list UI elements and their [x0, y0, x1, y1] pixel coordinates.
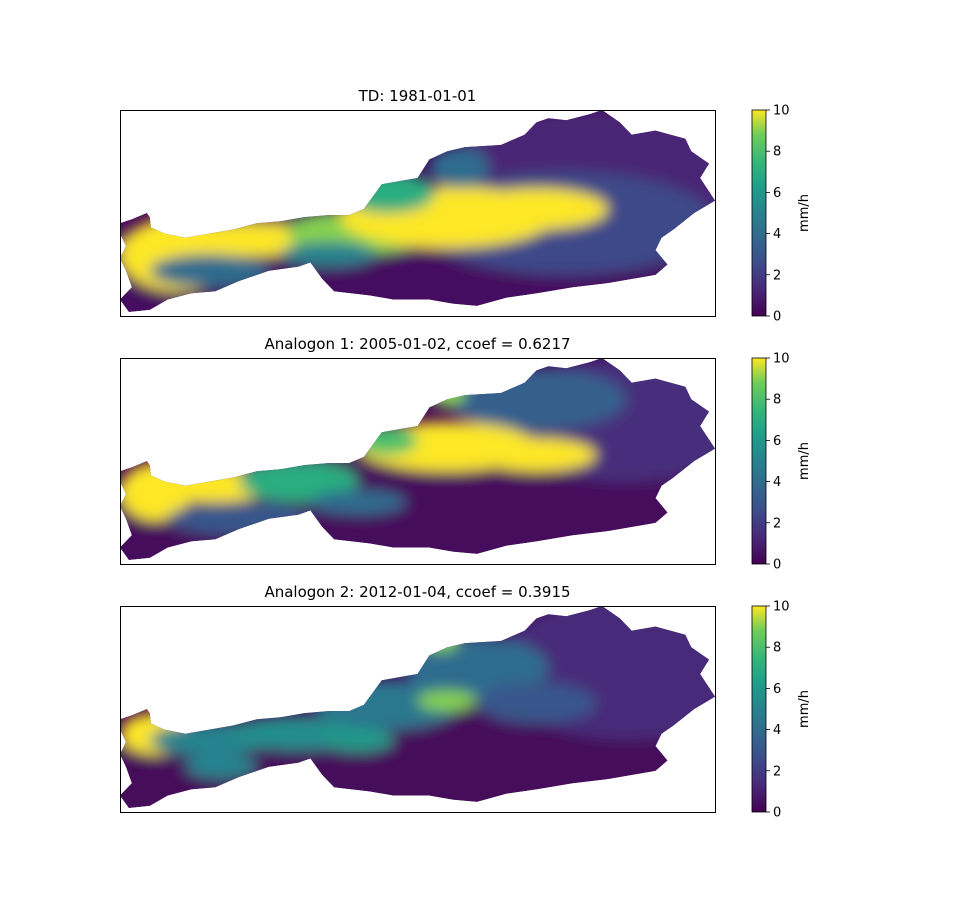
precip-region — [280, 241, 376, 267]
colorbar-tick-label: 10 — [773, 600, 790, 615]
colorbar-tick-label: 2 — [773, 268, 781, 283]
colorbar-tick-label: 4 — [773, 227, 781, 242]
colorbar-tick-label: 8 — [773, 641, 781, 656]
colorbar-tick-label: 6 — [773, 682, 781, 697]
axes-frame — [120, 358, 716, 565]
precip-region — [477, 682, 596, 724]
panel-title: Analogon 1: 2005-01-02, ccoef = 0.6217 — [264, 335, 570, 353]
precip-region — [405, 636, 549, 699]
panel-2: Analogon 1: 2005-01-02, ccoef = 0.6217 0 2… — [120, 335, 812, 573]
colorbar-tick-label: 8 — [773, 393, 781, 408]
colorbar-gradient — [751, 357, 767, 565]
colorbar-3: 0 2 4 6 8 10 mm/h — [751, 600, 812, 821]
precip-region — [429, 378, 466, 408]
colorbar-label: mm/h — [797, 442, 812, 480]
colorbar-tick-label: 0 — [773, 806, 781, 821]
precip-region — [429, 147, 489, 189]
precip-region — [423, 630, 460, 652]
colorbar-label: mm/h — [797, 690, 812, 728]
precip-region — [340, 171, 436, 213]
panel-title: Analogon 2: 2012-01-04, ccoef = 0.3915 — [264, 583, 570, 601]
colorbar-tick-label: 8 — [773, 145, 781, 160]
precip-region — [477, 438, 596, 472]
panel-1: TD: 1981-01-01 0 2 4 6 8 10 mm/h — [120, 87, 812, 325]
colorbar-tick-label: 2 — [773, 764, 781, 779]
precip-region — [167, 502, 311, 536]
colorbar-label: mm/h — [797, 194, 812, 232]
colorbar-tick-label: 0 — [773, 310, 781, 325]
colorbar-gradient — [751, 109, 767, 317]
precip-map-3 — [120, 606, 715, 808]
precip-region — [322, 727, 394, 753]
colorbar-tick-label: 4 — [773, 475, 781, 490]
precip-region — [239, 461, 358, 503]
colorbar-1: 0 2 4 6 8 10 mm/h — [751, 104, 812, 325]
precip-region — [149, 254, 269, 288]
precip-map-1 — [120, 110, 715, 312]
precip-region — [185, 754, 257, 780]
precip-map-2 — [120, 358, 715, 560]
colorbar-gradient — [751, 605, 767, 813]
colorbar-tick-label: 2 — [773, 516, 781, 531]
precip-region — [417, 690, 477, 712]
precip-region — [465, 188, 608, 230]
colorbar-tick-label: 4 — [773, 723, 781, 738]
precip-region — [358, 425, 418, 455]
colorbar-tick-label: 0 — [773, 558, 781, 573]
colorbar-tick-label: 6 — [773, 434, 781, 449]
precip-region — [310, 489, 406, 515]
colorbar-2: 0 2 4 6 8 10 mm/h — [751, 352, 812, 573]
axes-frame — [120, 110, 716, 317]
colorbar-tick-label: 10 — [773, 352, 790, 367]
panel-3: Analogon 2: 2012-01-04, ccoef = 0.3915 0 2… — [120, 583, 812, 821]
axes-frame — [120, 606, 716, 813]
panel-title: TD: 1981-01-01 — [358, 87, 477, 105]
precip-region — [447, 368, 626, 431]
colorbar-tick-label: 6 — [773, 186, 781, 201]
colorbar-tick-label: 10 — [773, 104, 790, 119]
